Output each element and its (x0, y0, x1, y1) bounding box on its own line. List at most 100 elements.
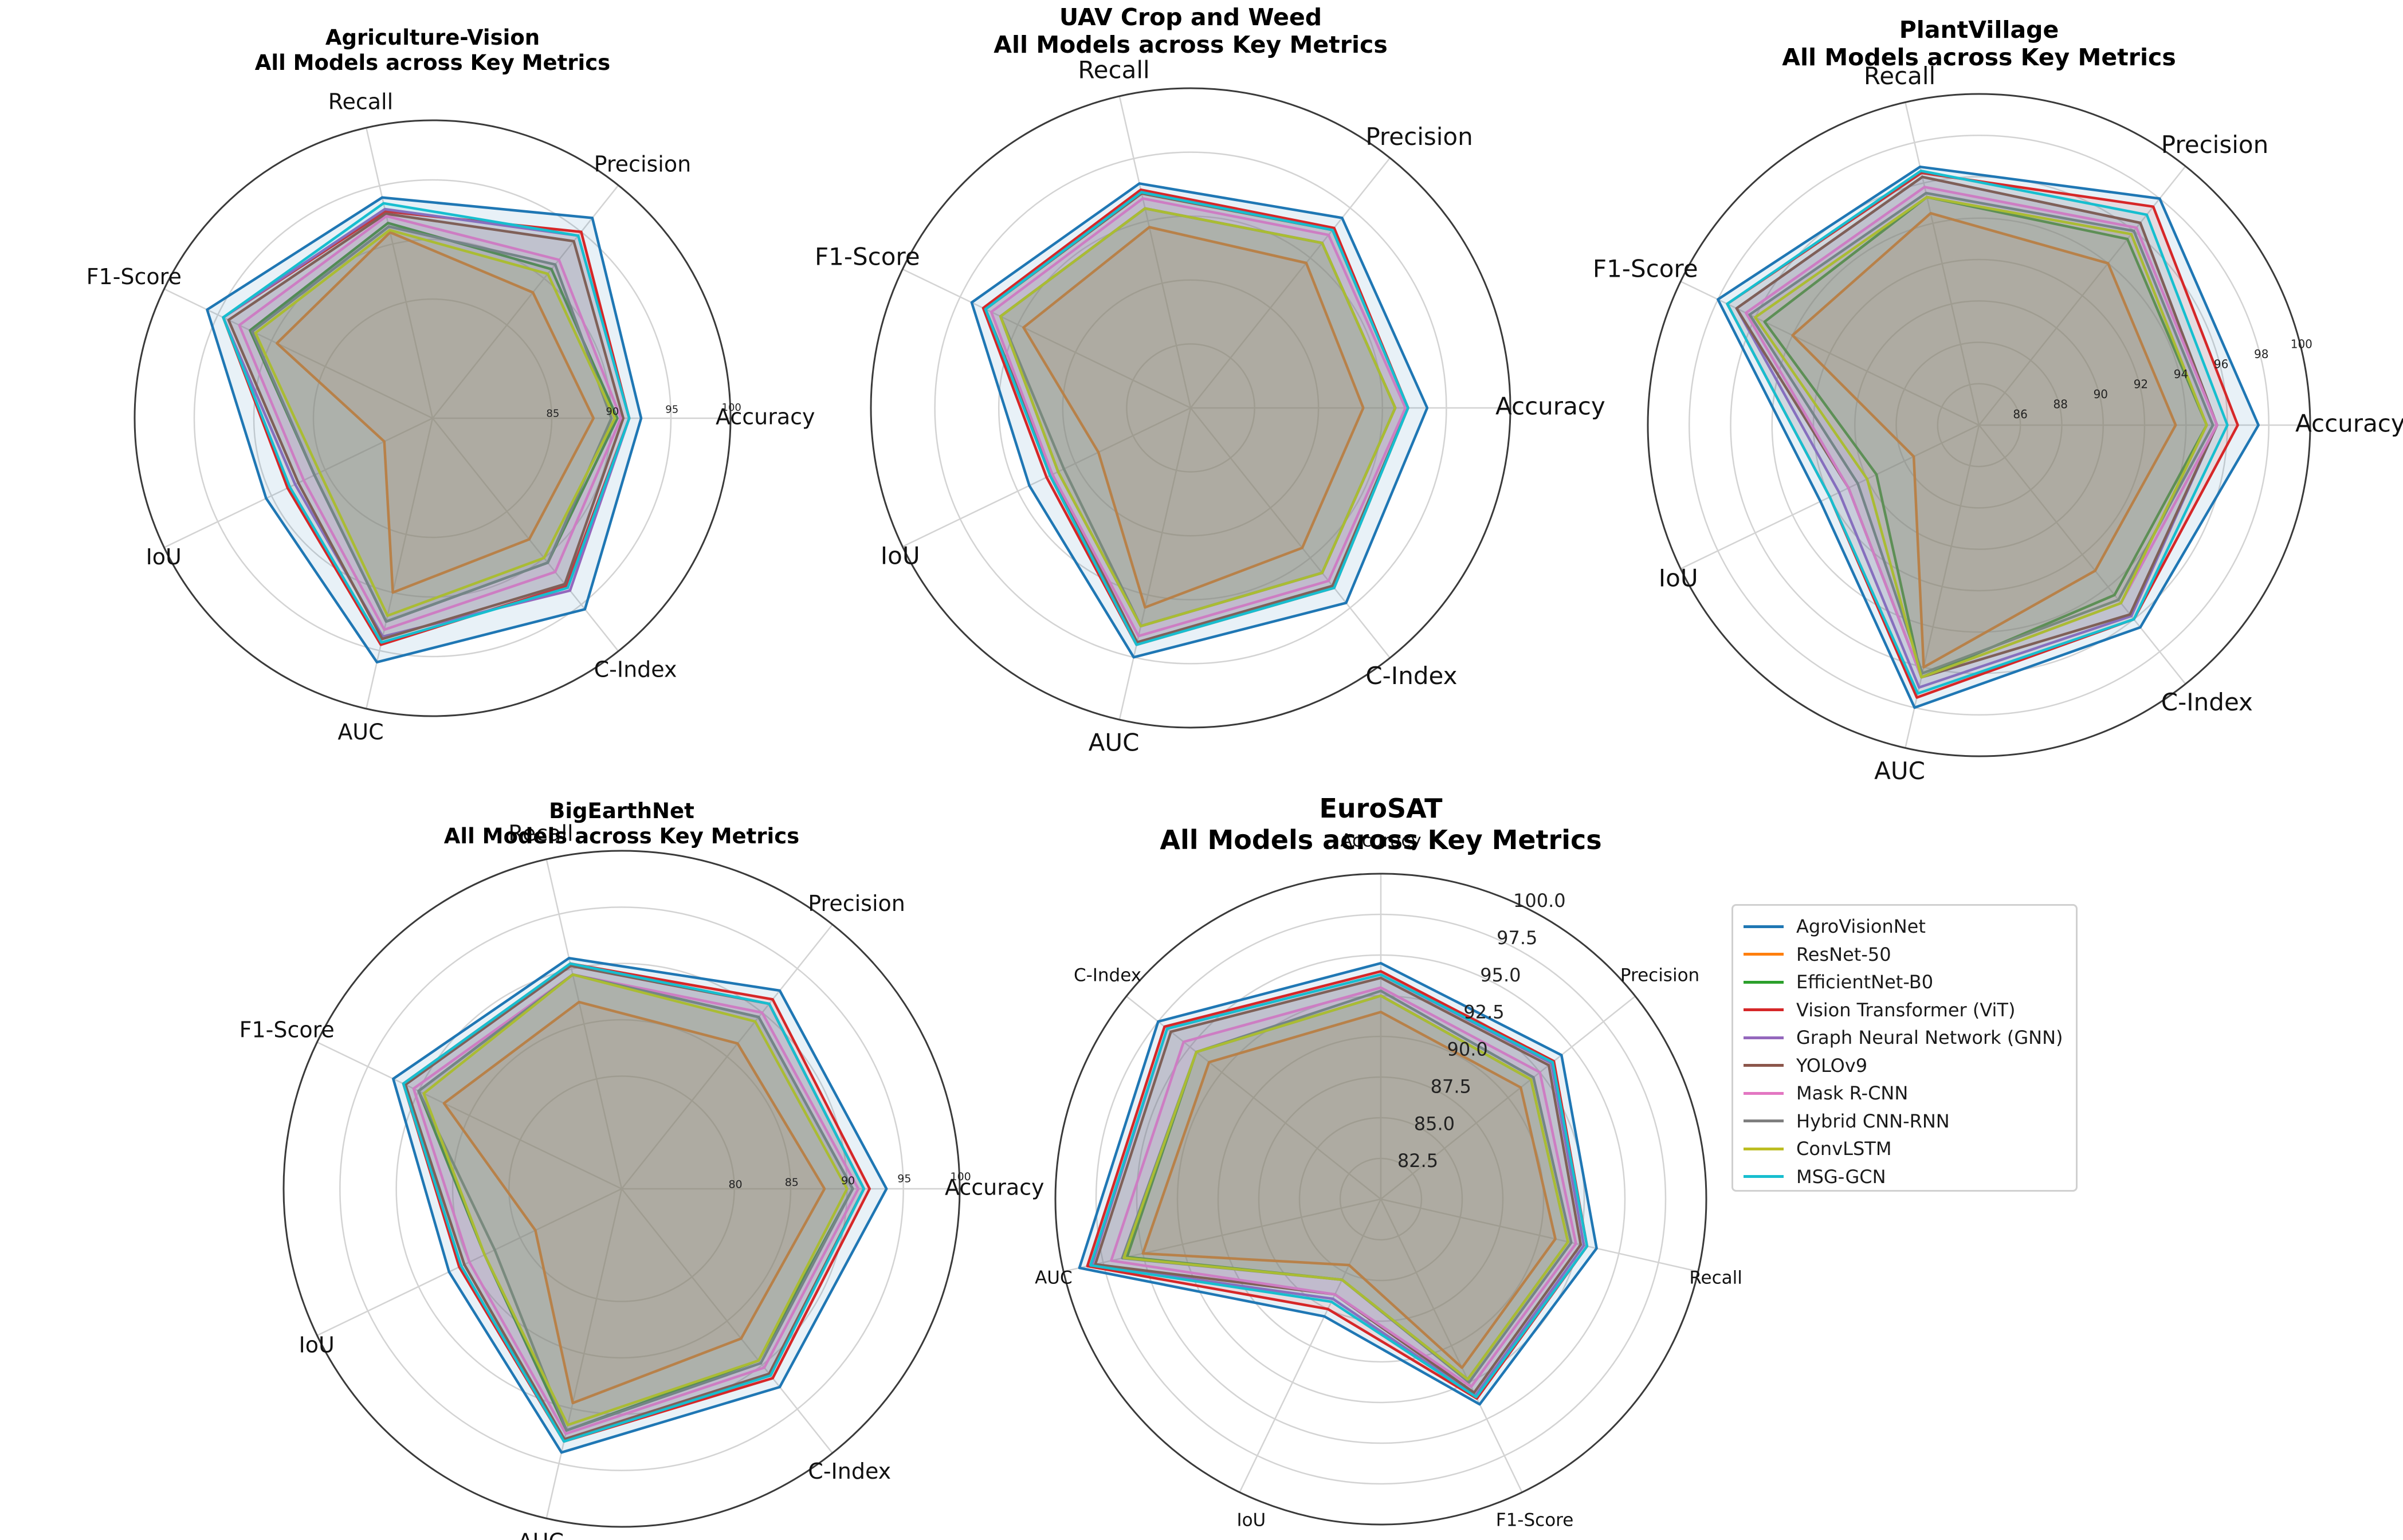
chart-subtitle: All Models across Key Metrics (444, 824, 799, 848)
series-polygon (1078, 961, 1598, 1406)
chart-title: UAV Crop and Weed (1059, 3, 1322, 31)
legend-item: Vision Transformer (ViT) (1744, 996, 2066, 1024)
axis-spoke (163, 288, 433, 419)
legend-item: ResNet-50 (1744, 941, 2066, 969)
radial-tick-label: 92 (2134, 378, 2148, 391)
outer-ring (282, 850, 961, 1528)
series-polygon (227, 212, 625, 641)
axis-label: IoU (299, 1333, 335, 1358)
axis-spoke (1063, 1198, 1381, 1272)
axis-spoke (545, 1188, 623, 1519)
legend-label: MSG-GCN (1796, 1165, 1886, 1188)
axis-spoke (1239, 1199, 1382, 1493)
radial-tick-label: 92.5 (1463, 1001, 1504, 1023)
series-polygon (417, 973, 854, 1432)
legend-swatch (1744, 1147, 1784, 1150)
axis-label: Accuracy (945, 1175, 1045, 1200)
chart-subtitle: All Models across Key Metrics (1160, 824, 1601, 855)
legend-label: AgroVisionNet (1796, 916, 1926, 938)
axis-label: Recall (508, 820, 573, 846)
series-polygon (1022, 226, 1365, 609)
axis-label: Precision (808, 891, 905, 916)
legend-swatch (1744, 1119, 1784, 1123)
series-polygon (1726, 169, 2229, 695)
radar-chart-2: Accuracy Precision Recall F1-Score IoU AUC C-I… (815, 3, 1605, 756)
radial-tick-label: 98 (2254, 347, 2268, 361)
outer-ring (870, 87, 1511, 729)
series-polygon (276, 231, 595, 594)
axis-spoke (621, 924, 833, 1189)
axis-label: Accuracy (1495, 392, 1605, 421)
radial-tick-label: 87.5 (1431, 1075, 1471, 1097)
radial-tick-label: 95 (897, 1172, 911, 1185)
radial-tick-label: 80 (728, 1178, 742, 1191)
radial-tick-label: 90 (2094, 387, 2108, 401)
series-polygon (238, 214, 622, 631)
radial-tick-label: 94 (2174, 367, 2188, 381)
axis-label: Recall (1689, 1267, 1742, 1288)
axis-label: F1-Score (1496, 1510, 1574, 1531)
series-polygon (402, 962, 866, 1443)
series-polygon (1735, 175, 2219, 679)
axis-label: AUC (1035, 1267, 1073, 1288)
series-polygon (1141, 1011, 1557, 1369)
axis-label: Accuracy (716, 404, 815, 430)
axis-label: Recall (328, 89, 393, 115)
chart-subtitle: All Models across Key Metrics (994, 31, 1387, 58)
series-polygon (1754, 195, 2208, 679)
radial-tick-label: 100.0 (1513, 890, 1566, 912)
axis-spoke (1380, 995, 1636, 1200)
legend-item: YOLOv9 (1744, 1052, 2066, 1080)
axis-label: AUC (1089, 728, 1140, 756)
series-polygon (222, 202, 631, 644)
radial-tick-label: 85 (546, 408, 559, 420)
radial-tick-label: 88 (2053, 398, 2067, 411)
legend-swatch (1744, 1036, 1784, 1039)
series-polygon (392, 957, 888, 1454)
axis-spoke (316, 1041, 622, 1190)
legend-label: YOLOv9 (1796, 1054, 1868, 1077)
radial-tick-label: 100 (951, 1170, 971, 1183)
series-polygon (250, 225, 613, 623)
axis-label: IoU (1236, 1510, 1266, 1531)
axis-label: Precision (2161, 131, 2268, 159)
radial-tick-label: 85.0 (1414, 1113, 1455, 1134)
axis-label: C-Index (1074, 965, 1141, 985)
radial-tick-label: 90.0 (1447, 1039, 1488, 1060)
axis-spoke (1190, 157, 1391, 408)
radial-tick-label: 90 (841, 1174, 855, 1187)
axis-spoke (432, 418, 619, 652)
axis-label: IoU (881, 542, 920, 570)
legend-swatch (1744, 1008, 1784, 1012)
legend-label: Mask R-CNN (1796, 1082, 1909, 1105)
outer-ring (1054, 873, 1707, 1526)
legend-label: Hybrid CNN-RNN (1796, 1110, 1950, 1132)
radial-tick-label: 96 (2214, 358, 2228, 371)
legend-swatch (1744, 1175, 1784, 1178)
axis-spoke (366, 127, 434, 419)
series-polygon (1110, 986, 1577, 1388)
legend-swatch (1744, 1064, 1784, 1067)
axis-spoke (621, 1188, 833, 1454)
outer-ring (1647, 93, 2311, 757)
legend-label: Graph Neural Network (GNN) (1796, 1027, 2063, 1049)
radial-tick-label: 95 (665, 403, 678, 415)
axis-spoke (432, 184, 619, 419)
axis-label: IoU (1659, 564, 1698, 592)
radial-tick-label: 86 (2013, 407, 2027, 421)
axis-label: Recall (1078, 56, 1149, 84)
series-polygon (1748, 191, 2214, 675)
legend-swatch (1744, 980, 1784, 984)
axis-spoke (1978, 425, 2186, 685)
chart-subtitle: All Models across Key Metrics (1782, 44, 2176, 71)
radial-tick-label: 90 (606, 406, 619, 418)
axis-spoke (545, 859, 623, 1189)
axis-label: Precision (1620, 965, 1699, 985)
axis-spoke (1380, 1199, 1523, 1493)
axis-spoke (1905, 102, 1980, 426)
axis-spoke (1118, 96, 1192, 408)
axis-spoke (1190, 407, 1391, 659)
axis-label: Accuracy (1340, 831, 1422, 851)
